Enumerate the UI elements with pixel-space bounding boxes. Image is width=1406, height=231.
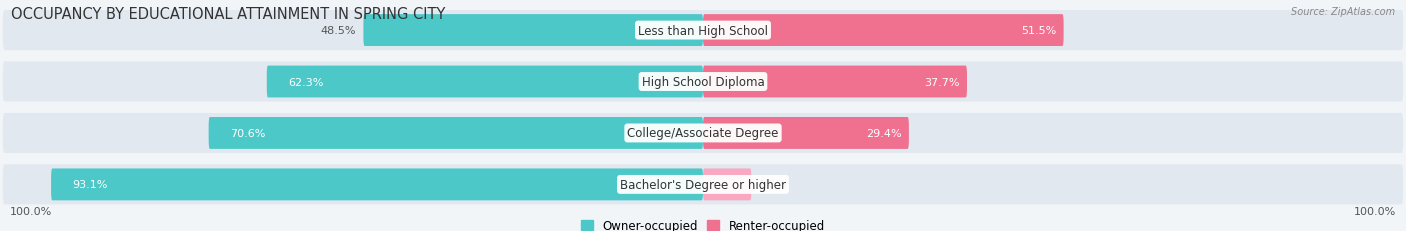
FancyBboxPatch shape (3, 62, 1403, 102)
FancyBboxPatch shape (703, 169, 751, 201)
Legend: Owner-occupied, Renter-occupied: Owner-occupied, Renter-occupied (581, 219, 825, 231)
FancyBboxPatch shape (703, 118, 908, 149)
FancyBboxPatch shape (3, 113, 1403, 153)
FancyBboxPatch shape (267, 66, 703, 98)
Text: 48.5%: 48.5% (321, 26, 356, 36)
Text: 51.5%: 51.5% (1021, 26, 1057, 36)
Text: 93.1%: 93.1% (72, 180, 107, 190)
FancyBboxPatch shape (703, 15, 1063, 47)
FancyBboxPatch shape (363, 15, 703, 47)
Text: 70.6%: 70.6% (229, 128, 264, 138)
Text: High School Diploma: High School Diploma (641, 76, 765, 89)
FancyBboxPatch shape (51, 169, 703, 201)
Text: College/Associate Degree: College/Associate Degree (627, 127, 779, 140)
Text: Less than High School: Less than High School (638, 24, 768, 37)
Text: 100.0%: 100.0% (10, 206, 52, 216)
FancyBboxPatch shape (3, 165, 1403, 205)
Text: OCCUPANCY BY EDUCATIONAL ATTAINMENT IN SPRING CITY: OCCUPANCY BY EDUCATIONAL ATTAINMENT IN S… (11, 7, 446, 22)
Text: 62.3%: 62.3% (288, 77, 323, 87)
FancyBboxPatch shape (208, 118, 703, 149)
Text: 37.7%: 37.7% (925, 77, 960, 87)
Text: 6.9%: 6.9% (758, 180, 787, 190)
FancyBboxPatch shape (703, 66, 967, 98)
Text: 100.0%: 100.0% (1354, 206, 1396, 216)
FancyBboxPatch shape (3, 11, 1403, 51)
Text: 29.4%: 29.4% (866, 128, 901, 138)
Text: Source: ZipAtlas.com: Source: ZipAtlas.com (1291, 7, 1395, 17)
Text: Bachelor's Degree or higher: Bachelor's Degree or higher (620, 178, 786, 191)
